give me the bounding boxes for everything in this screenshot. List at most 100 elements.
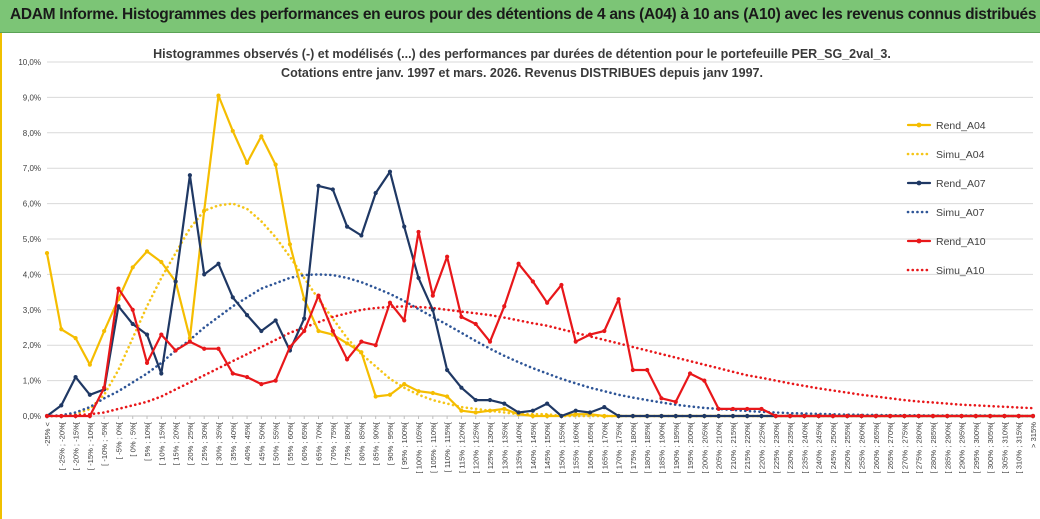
data-point-rend-a07 xyxy=(673,413,678,419)
data-point-rend-a04 xyxy=(273,162,278,167)
data-point-rend-a10 xyxy=(402,318,407,323)
data-point-rend-a10 xyxy=(502,304,507,309)
data-point-rend-a07 xyxy=(273,318,278,323)
x-tick-label: [ 20% ; 25%[ xyxy=(186,421,195,465)
data-point-rend-a10 xyxy=(102,385,107,390)
x-tick-label: [ -10% ; -5%[ xyxy=(100,421,109,466)
x-tick-label: [ 30% ; 35%[ xyxy=(214,421,223,465)
x-tick-label: [ 75% ; 80%[ xyxy=(343,421,352,465)
data-point-rend-a10 xyxy=(616,297,621,302)
data-point-rend-a10 xyxy=(1030,413,1036,419)
data-point-rend-a10 xyxy=(573,339,578,344)
chart-area xyxy=(0,33,1040,519)
data-point-rend-a07 xyxy=(73,374,78,380)
data-point-rend-a07 xyxy=(645,413,650,419)
data-point-rend-a07 xyxy=(330,187,335,192)
x-tick-label: [ 295% ; 300%[ xyxy=(972,421,981,473)
y-tick-label: 9,0% xyxy=(23,93,41,102)
x-tick-label: [ 5% ; 10%[ xyxy=(143,421,152,461)
data-point-rend-a10 xyxy=(787,413,793,419)
x-tick-label: [ 80% ; 85%[ xyxy=(357,421,366,465)
data-point-rend-a10 xyxy=(187,339,192,344)
data-point-rend-a07 xyxy=(230,295,235,300)
data-point-rend-a04 xyxy=(87,362,92,367)
data-point-rend-a10 xyxy=(630,367,635,373)
y-tick-label: 2,0% xyxy=(23,341,41,350)
report-banner: ADAM Informe. Histogrammes des performan… xyxy=(0,0,1040,33)
data-point-rend-a07 xyxy=(302,316,307,321)
data-point-rend-a04 xyxy=(387,392,393,397)
x-tick-label: [ 25% ; 30%[ xyxy=(200,421,209,465)
data-point-rend-a10 xyxy=(144,360,150,365)
data-point-rend-a07 xyxy=(602,405,607,410)
data-point-rend-a10 xyxy=(273,378,278,383)
y-tick-label: 10,0% xyxy=(18,58,41,67)
data-point-rend-a10 xyxy=(287,344,293,350)
legend-label: Rend_A10 xyxy=(936,236,986,248)
x-tick-label: [ 45% ; 50%[ xyxy=(257,421,266,465)
data-point-rend-a10 xyxy=(830,413,836,419)
y-tick-label: 6,0% xyxy=(23,200,41,209)
x-tick-label: [ 95% ; 100%[ xyxy=(400,421,409,469)
data-point-rend-a07 xyxy=(573,408,578,413)
data-point-rend-a04 xyxy=(316,328,321,334)
x-tick-label: [ -15% ; -10%[ xyxy=(86,421,95,470)
chart-title-line2: Cotations entre janv. 1997 et mars. 2026… xyxy=(281,66,763,80)
data-point-rend-a04 xyxy=(59,327,64,332)
legend-label: Simu_A10 xyxy=(936,265,985,277)
data-point-rend-a10 xyxy=(59,413,64,419)
data-point-rend-a04 xyxy=(445,394,450,399)
data-point-rend-a04 xyxy=(359,350,364,355)
data-point-rend-a04 xyxy=(416,389,421,394)
data-point-rend-a10 xyxy=(559,282,564,288)
x-tick-label: [ 120% ; 125%[ xyxy=(472,421,481,473)
data-point-rend-a10 xyxy=(802,413,807,419)
data-point-rend-a10 xyxy=(873,413,878,419)
data-point-rend-a10 xyxy=(916,413,921,419)
chart-legend: Rend_A04 Simu_A04 Rend_A07 Simu_A07 Rend_A10… xyxy=(906,120,986,277)
data-point-rend-a10 xyxy=(87,413,92,419)
x-tick-label: [ 230% ; 235%[ xyxy=(786,421,795,473)
data-point-rend-a10 xyxy=(487,339,493,344)
data-point-rend-a04 xyxy=(344,341,350,346)
x-tick-label: [ 200% ; 205%[ xyxy=(700,421,709,473)
data-point-rend-a10 xyxy=(673,399,678,404)
data-point-rend-a10 xyxy=(445,254,450,259)
x-tick-label: [ 60% ; 65%[ xyxy=(300,421,309,465)
data-point-rend-a10 xyxy=(759,406,764,412)
series-line-simu-a04 xyxy=(45,202,1035,418)
data-point-rend-a07 xyxy=(759,413,764,419)
data-point-rend-a07 xyxy=(116,304,121,309)
x-tick-label: [ 285% ; 290%[ xyxy=(943,421,952,473)
x-tick-label: [ 265% ; 270%[ xyxy=(886,421,895,473)
x-tick-label: [ 180% ; 185%[ xyxy=(643,421,652,473)
x-tick-label: [ 165% ; 170%[ xyxy=(600,421,609,473)
data-point-rend-a07 xyxy=(430,307,435,312)
data-point-rend-a07 xyxy=(159,371,164,376)
data-point-rend-a10 xyxy=(602,328,607,334)
x-tick-label: [ 105% ; 110%[ xyxy=(429,421,438,473)
x-tick-label: -25% < xyxy=(43,421,52,446)
data-point-rend-a04 xyxy=(202,208,207,213)
data-point-rend-a10 xyxy=(302,328,307,334)
x-tick-label: [ 220% ; 225%[ xyxy=(757,421,766,473)
legend-marker xyxy=(916,238,922,244)
data-point-rend-a07 xyxy=(702,413,707,419)
data-point-rend-a10 xyxy=(902,413,907,419)
x-tick-label: [ 225% ; 230%[ xyxy=(772,421,781,473)
data-point-rend-a07 xyxy=(87,392,92,397)
data-point-rend-a07 xyxy=(745,413,750,419)
x-tick-label: [ 190% ; 195%[ xyxy=(672,421,681,473)
data-point-rend-a10 xyxy=(687,371,693,376)
data-point-rend-a07 xyxy=(373,190,378,196)
data-point-rend-a07 xyxy=(659,413,664,419)
data-point-rend-a07 xyxy=(730,413,736,419)
data-point-rend-a04 xyxy=(144,249,150,254)
x-tick-label: [ 130% ; 135%[ xyxy=(500,421,509,473)
x-tick-label: [ 185% ; 190%[ xyxy=(657,421,666,473)
data-point-rend-a04 xyxy=(502,406,507,412)
data-point-rend-a04 xyxy=(487,408,493,413)
data-point-rend-a10 xyxy=(845,413,850,419)
data-point-rend-a04 xyxy=(545,413,550,419)
